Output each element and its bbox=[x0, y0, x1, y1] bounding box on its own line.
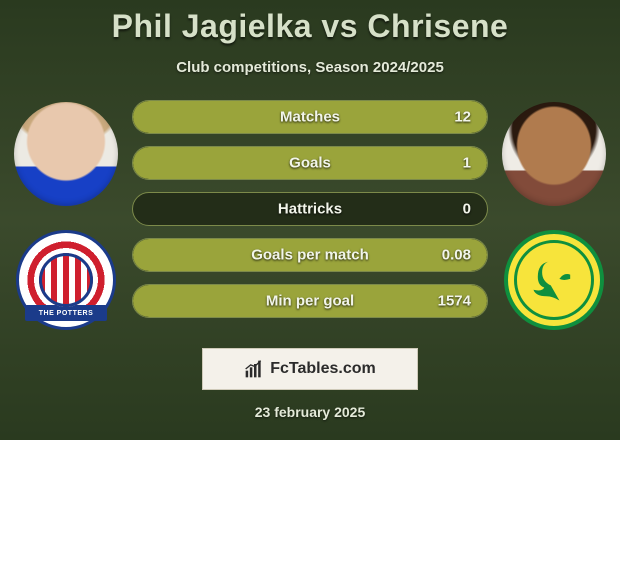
stat-label: Min per goal bbox=[266, 293, 354, 310]
stats-column: Matches 12 Goals 1 Hattricks 0 Goals per match… bbox=[126, 96, 494, 318]
title-player2: Chrisene bbox=[367, 8, 508, 44]
stat-bar: Hattricks 0 bbox=[132, 192, 488, 226]
title-vs: vs bbox=[321, 8, 358, 44]
subtitle: Club competitions, Season 2024/2025 bbox=[0, 59, 620, 76]
stat-label: Hattricks bbox=[278, 201, 342, 218]
stat-value: 1574 bbox=[438, 293, 471, 310]
comparison-card: Phil Jagielka vs Chrisene Club competiti… bbox=[0, 0, 620, 440]
stat-value: 0.08 bbox=[442, 247, 471, 264]
player1-club-badge: THE POTTERS bbox=[16, 230, 116, 330]
stat-bar: Matches 12 bbox=[132, 100, 488, 134]
stat-value: 0 bbox=[463, 201, 471, 218]
stat-value: 12 bbox=[454, 109, 471, 126]
player1-avatar bbox=[14, 102, 118, 206]
stat-bar: Goals per match 0.08 bbox=[132, 238, 488, 272]
player2-club-badge bbox=[504, 230, 604, 330]
canary-icon bbox=[527, 253, 581, 307]
stat-bar: Goals 1 bbox=[132, 146, 488, 180]
date-text: 23 february 2025 bbox=[0, 404, 620, 420]
body-row: THE POTTERS Matches 12 Goals 1 Hattricks 0 Goa… bbox=[0, 96, 620, 330]
stat-bar: Min per goal 1574 bbox=[132, 284, 488, 318]
stat-label: Goals bbox=[289, 155, 331, 172]
stat-value: 1 bbox=[463, 155, 471, 172]
player2-avatar bbox=[502, 102, 606, 206]
left-column: THE POTTERS bbox=[6, 96, 126, 330]
brand-box[interactable]: FcTables.com bbox=[202, 348, 418, 390]
brand-text: FcTables.com bbox=[270, 360, 376, 378]
chart-icon bbox=[244, 359, 264, 379]
club-ribbon-text: THE POTTERS bbox=[25, 305, 107, 321]
stat-label: Matches bbox=[280, 109, 340, 126]
right-column bbox=[494, 96, 614, 330]
page-title: Phil Jagielka vs Chrisene bbox=[0, 8, 620, 45]
title-player1: Phil Jagielka bbox=[112, 8, 312, 44]
stat-label: Goals per match bbox=[251, 247, 369, 264]
